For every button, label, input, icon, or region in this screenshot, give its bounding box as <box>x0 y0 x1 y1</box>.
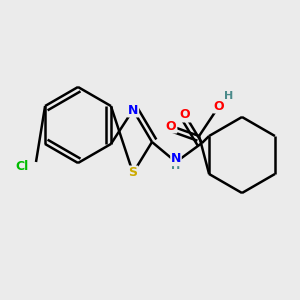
Text: O: O <box>166 119 176 133</box>
Text: O: O <box>214 100 224 112</box>
Text: H: H <box>224 91 234 101</box>
Text: N: N <box>128 103 138 116</box>
Text: H: H <box>171 161 181 171</box>
Text: N: N <box>171 152 181 166</box>
Text: S: S <box>128 167 137 179</box>
Text: Cl: Cl <box>15 160 28 173</box>
Text: O: O <box>180 109 190 122</box>
